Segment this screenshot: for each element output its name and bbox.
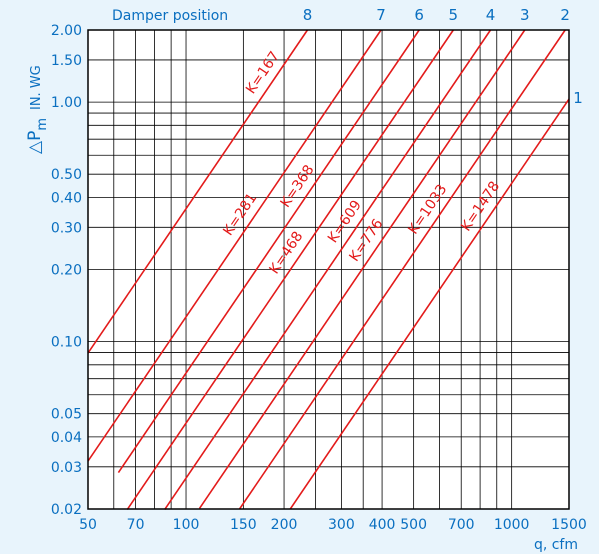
- x-tick-label: 700: [448, 517, 475, 533]
- damper-position-number: 5: [449, 6, 459, 24]
- y-tick-labels: 2.00 1.50 1.00 0.50 0.40 0.30 0.20 0.10 0.05 0.04…: [51, 23, 82, 518]
- damper-position-number: 1: [573, 89, 583, 107]
- x-axis-label: q, cfm: [534, 537, 578, 553]
- curve-line: [87, 29, 382, 462]
- y-tick-label: 1.50: [51, 53, 82, 69]
- curve-line: [164, 29, 492, 510]
- damper-position-number: 8: [303, 6, 313, 24]
- curve-line: [198, 29, 526, 509]
- damper-position-number: 7: [376, 6, 386, 24]
- y-tick-label: 0.02: [51, 502, 82, 518]
- x-tick-label: 150: [230, 517, 257, 533]
- y-tick-label: 0.50: [51, 167, 82, 183]
- y-axis-unit: IN. WG: [29, 65, 44, 110]
- curve-line: [126, 29, 454, 510]
- damper-position-number: 6: [414, 6, 424, 24]
- y-tick-label: 2.00: [51, 23, 82, 39]
- x-tick-label: 200: [271, 517, 298, 533]
- y-axis-label: △Pm IN. WG: [25, 65, 50, 154]
- y-tick-label: 1.00: [51, 95, 82, 111]
- curve-line: [289, 98, 570, 510]
- x-tick-label: 70: [127, 517, 145, 533]
- y-tick-label: 0.04: [51, 430, 82, 446]
- curve-series: [87, 29, 570, 510]
- y-tick-label: 0.30: [51, 220, 82, 236]
- x-tick-label: 1000: [494, 517, 530, 533]
- y-axis-subscript: m: [35, 118, 50, 131]
- x-tick-label: 50: [79, 517, 97, 533]
- curve-line: [87, 29, 309, 354]
- plot-frame: [87, 29, 570, 510]
- x-tick-label: 400: [369, 517, 396, 533]
- y-tick-label: 0.05: [51, 407, 82, 423]
- curve-line: [238, 29, 566, 510]
- x-tick-label: 100: [173, 517, 200, 533]
- damper-position-title: Damper position: [112, 8, 228, 24]
- x-tick-label: 500: [400, 517, 427, 533]
- damper-position-number: 3: [520, 6, 530, 24]
- y-tick-label: 0.20: [51, 263, 82, 279]
- y-tick-label: 0.10: [51, 335, 82, 351]
- damper-position-labels: 8 7 6 5 4 3 2 1: [303, 6, 583, 107]
- damper-position-number: 2: [560, 6, 570, 24]
- y-tick-label: 0.40: [51, 190, 82, 206]
- damper-position-number: 4: [486, 6, 496, 24]
- x-tick-label: 300: [328, 517, 355, 533]
- y-tick-label: 0.03: [51, 460, 82, 476]
- x-tick-labels: 50 70 100 150 200 300 400 500 700 1000 1500: [79, 517, 587, 533]
- x-tick-label: 1500: [551, 517, 587, 533]
- y-axis-symbol: △P: [25, 131, 45, 154]
- curve-line: [117, 29, 420, 473]
- svg-text:△PmIN. WG: △Pm IN. WG: [25, 65, 50, 154]
